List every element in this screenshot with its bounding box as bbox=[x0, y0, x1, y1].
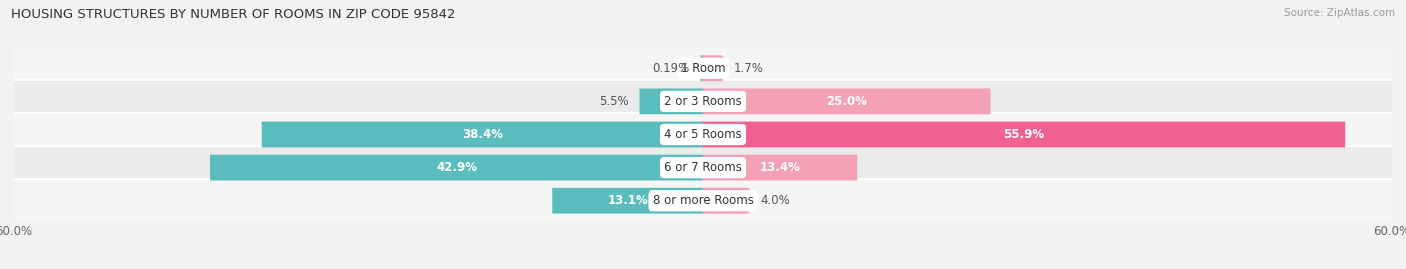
FancyBboxPatch shape bbox=[209, 155, 703, 180]
FancyBboxPatch shape bbox=[703, 155, 858, 180]
FancyBboxPatch shape bbox=[0, 80, 1406, 123]
FancyBboxPatch shape bbox=[703, 89, 990, 114]
Text: HOUSING STRUCTURES BY NUMBER OF ROOMS IN ZIP CODE 95842: HOUSING STRUCTURES BY NUMBER OF ROOMS IN… bbox=[11, 8, 456, 21]
Text: 13.4%: 13.4% bbox=[759, 161, 800, 174]
FancyBboxPatch shape bbox=[262, 122, 703, 147]
FancyBboxPatch shape bbox=[0, 113, 1406, 156]
Text: 4.0%: 4.0% bbox=[761, 194, 790, 207]
Text: 0.19%: 0.19% bbox=[652, 62, 689, 75]
Text: 5.5%: 5.5% bbox=[599, 95, 628, 108]
FancyBboxPatch shape bbox=[0, 47, 1406, 90]
FancyBboxPatch shape bbox=[700, 55, 703, 81]
FancyBboxPatch shape bbox=[0, 179, 1406, 222]
FancyBboxPatch shape bbox=[703, 55, 723, 81]
Text: 1.7%: 1.7% bbox=[734, 62, 763, 75]
FancyBboxPatch shape bbox=[703, 188, 749, 214]
Text: 25.0%: 25.0% bbox=[827, 95, 868, 108]
FancyBboxPatch shape bbox=[0, 146, 1406, 189]
Text: Source: ZipAtlas.com: Source: ZipAtlas.com bbox=[1284, 8, 1395, 18]
Text: 1 Room: 1 Room bbox=[681, 62, 725, 75]
FancyBboxPatch shape bbox=[640, 89, 703, 114]
Text: 8 or more Rooms: 8 or more Rooms bbox=[652, 194, 754, 207]
Text: 2 or 3 Rooms: 2 or 3 Rooms bbox=[664, 95, 742, 108]
Text: 42.9%: 42.9% bbox=[436, 161, 477, 174]
Text: 6 or 7 Rooms: 6 or 7 Rooms bbox=[664, 161, 742, 174]
Text: 4 or 5 Rooms: 4 or 5 Rooms bbox=[664, 128, 742, 141]
Text: 13.1%: 13.1% bbox=[607, 194, 648, 207]
Text: 55.9%: 55.9% bbox=[1004, 128, 1045, 141]
Text: 38.4%: 38.4% bbox=[463, 128, 503, 141]
FancyBboxPatch shape bbox=[703, 122, 1346, 147]
FancyBboxPatch shape bbox=[553, 188, 703, 214]
